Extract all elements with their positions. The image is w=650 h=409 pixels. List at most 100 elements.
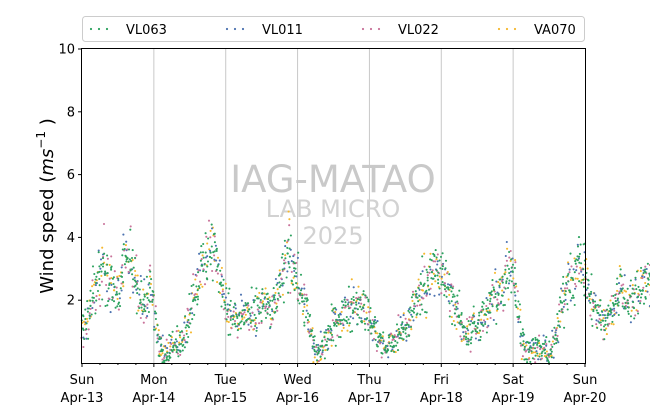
data-point bbox=[536, 354, 539, 357]
data-point bbox=[550, 350, 553, 353]
data-point bbox=[504, 271, 507, 274]
data-point bbox=[613, 309, 616, 312]
data-point bbox=[532, 338, 535, 341]
data-point bbox=[311, 329, 314, 332]
legend-entry-va070: VA070 bbox=[497, 23, 576, 38]
data-point bbox=[582, 281, 585, 284]
data-point bbox=[492, 288, 496, 291]
data-point bbox=[108, 263, 111, 266]
data-point bbox=[616, 299, 619, 302]
data-point bbox=[472, 312, 475, 315]
data-point bbox=[517, 300, 520, 303]
data-point bbox=[311, 347, 314, 350]
data-point bbox=[122, 281, 125, 284]
data-point bbox=[176, 325, 179, 328]
data-point bbox=[576, 259, 579, 262]
legend-marker bbox=[513, 27, 517, 31]
data-point bbox=[469, 342, 473, 345]
data-point bbox=[357, 285, 360, 288]
data-point bbox=[639, 289, 642, 292]
data-point bbox=[278, 294, 281, 297]
data-point bbox=[101, 246, 104, 249]
data-point bbox=[329, 328, 333, 331]
data-point bbox=[520, 334, 523, 337]
data-point bbox=[358, 316, 361, 319]
data-point bbox=[502, 309, 505, 312]
data-point bbox=[129, 228, 132, 231]
data-point bbox=[160, 337, 163, 340]
data-point bbox=[225, 320, 229, 323]
data-point bbox=[567, 280, 570, 283]
data-point bbox=[106, 304, 109, 307]
data-point bbox=[334, 344, 337, 347]
data-point bbox=[281, 269, 284, 273]
data-point bbox=[125, 240, 128, 243]
data-point bbox=[230, 327, 233, 330]
data-point bbox=[538, 342, 541, 345]
data-point bbox=[101, 298, 104, 301]
data-point bbox=[143, 308, 146, 311]
data-point bbox=[124, 266, 127, 269]
data-point bbox=[170, 338, 173, 341]
data-point bbox=[566, 287, 569, 290]
data-point bbox=[129, 225, 132, 228]
data-point bbox=[575, 269, 578, 272]
data-point bbox=[264, 316, 268, 319]
data-point bbox=[347, 305, 350, 308]
data-point bbox=[99, 267, 102, 270]
data-point bbox=[98, 270, 101, 273]
data-point bbox=[146, 296, 149, 299]
data-point bbox=[82, 320, 86, 323]
x-tick-date: Apr-14 bbox=[132, 391, 175, 406]
data-point bbox=[82, 345, 85, 349]
data-point bbox=[194, 278, 197, 281]
data-point bbox=[470, 320, 473, 323]
data-point bbox=[219, 283, 222, 286]
data-point bbox=[267, 298, 270, 301]
data-point bbox=[227, 292, 230, 295]
data-point bbox=[83, 337, 86, 341]
data-point bbox=[465, 336, 468, 339]
data-point bbox=[153, 328, 156, 331]
data-point bbox=[303, 303, 306, 306]
data-point bbox=[146, 306, 149, 310]
data-point bbox=[175, 340, 178, 343]
data-point bbox=[121, 248, 124, 251]
data-point bbox=[227, 315, 230, 318]
data-point bbox=[356, 308, 359, 311]
data-point bbox=[116, 293, 119, 296]
data-points bbox=[80, 210, 650, 364]
data-point bbox=[185, 329, 188, 332]
data-point bbox=[235, 313, 238, 316]
data-point bbox=[596, 326, 599, 329]
data-point bbox=[392, 345, 396, 348]
data-point bbox=[367, 298, 370, 301]
data-point bbox=[360, 302, 363, 305]
data-point bbox=[587, 279, 590, 282]
data-point bbox=[85, 328, 88, 331]
data-point bbox=[561, 301, 564, 304]
data-point bbox=[624, 301, 627, 304]
data-point bbox=[274, 277, 277, 281]
data-point bbox=[346, 303, 349, 306]
data-point bbox=[170, 342, 173, 346]
data-point bbox=[422, 284, 425, 288]
data-point bbox=[293, 262, 296, 265]
data-point bbox=[293, 289, 296, 292]
data-point bbox=[209, 263, 212, 266]
data-point bbox=[366, 322, 369, 326]
data-point bbox=[296, 256, 299, 259]
data-point bbox=[615, 283, 618, 286]
data-point bbox=[91, 285, 94, 288]
data-point bbox=[152, 290, 155, 293]
data-point bbox=[278, 286, 281, 289]
data-point bbox=[614, 300, 617, 303]
data-point bbox=[352, 286, 355, 289]
data-point bbox=[599, 314, 602, 317]
data-point bbox=[363, 322, 367, 325]
data-point bbox=[381, 335, 384, 338]
data-point bbox=[418, 298, 421, 302]
x-tick-day: Tue bbox=[214, 373, 237, 388]
data-point bbox=[293, 253, 296, 256]
data-point bbox=[91, 306, 94, 310]
